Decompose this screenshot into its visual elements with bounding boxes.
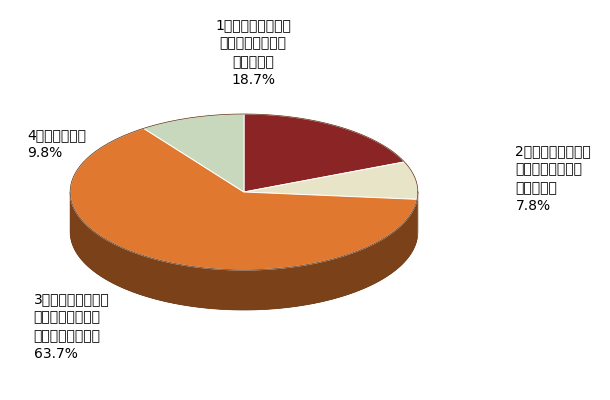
Text: 4．わからない
9.8%: 4．わからない 9.8% [27,128,87,160]
Polygon shape [70,192,417,310]
Polygon shape [143,114,244,192]
Text: 1．影響をうけ、当
初計画・予定より
も減少傾向
18.7%: 1．影響をうけ、当 初計画・予定より も減少傾向 18.7% [215,18,291,87]
Polygon shape [70,128,417,270]
Polygon shape [417,188,418,239]
Text: 2．影響をうけ、当
初計画・予定より
も増加傾向
7.8%: 2．影響をうけ、当 初計画・予定より も増加傾向 7.8% [515,144,591,213]
Text: 3．影響をうけてい
ない（当初計画・
予定と変わらず）
63.7%: 3．影響をうけてい ない（当初計画・ 予定と変わらず） 63.7% [34,292,109,361]
Polygon shape [244,162,418,199]
Polygon shape [70,192,418,310]
Polygon shape [244,114,404,192]
